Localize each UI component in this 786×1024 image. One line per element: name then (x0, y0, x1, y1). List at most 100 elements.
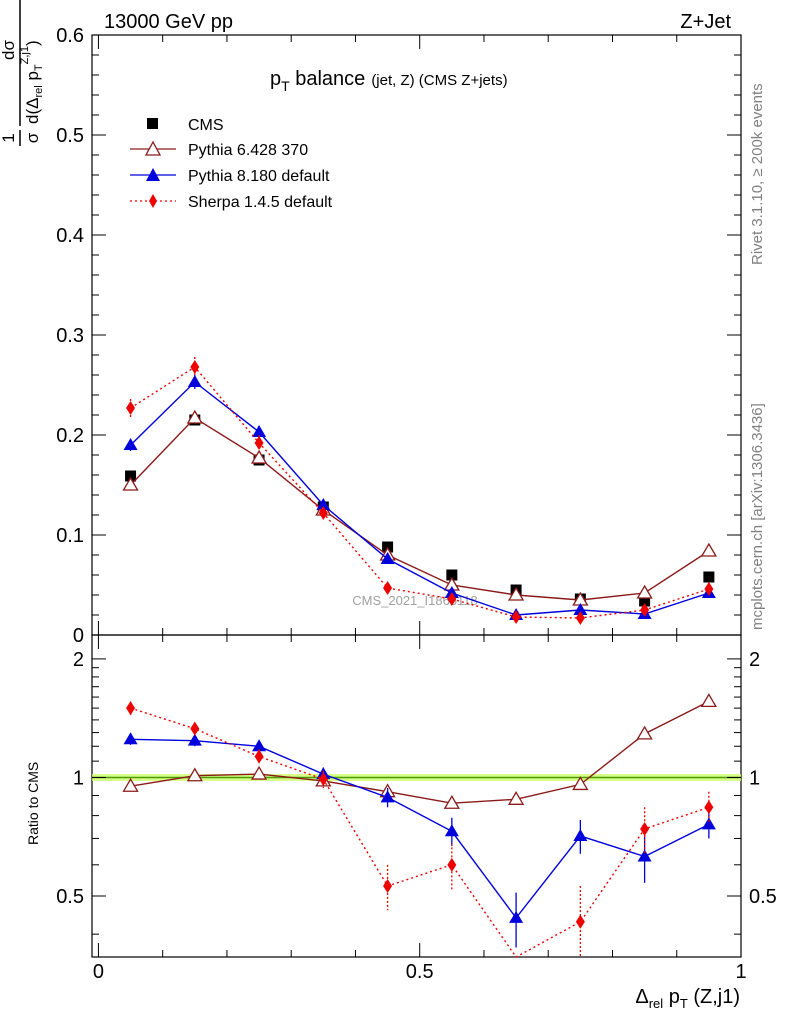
data-point-diamond (383, 581, 393, 595)
series-sherpa-1-4-5-default (126, 357, 714, 625)
chart-title-p: p (270, 68, 281, 90)
legend-entry-pythia6: Pythia 6.428 370 (130, 140, 308, 159)
data-point-triangle (187, 733, 202, 746)
series-pythia-6-428-370 (122, 693, 718, 809)
data-point-diamond (640, 603, 650, 617)
legend-marker-open-triangle (144, 140, 162, 156)
legend: CMS Pythia 6.428 370 Pythia 8.180 defaul… (130, 117, 333, 211)
data-point-diamond (447, 857, 457, 872)
data-point-triangle (380, 552, 395, 564)
data-point-diamond (383, 879, 393, 894)
data-point-open-triangle (250, 449, 268, 464)
data-point-triangle (316, 498, 331, 510)
legend-label-pythia8: Pythia 8.180 default (188, 168, 330, 185)
chart-title-small: (jet, Z) (CMS Z+jets) (371, 72, 507, 89)
y-tick-label: 0.4 (56, 225, 84, 247)
ratio-frame (91, 634, 742, 958)
data-point-diamond (318, 506, 328, 520)
main-series (122, 357, 718, 625)
series-line (130, 381, 710, 616)
data-point-open-triangle (700, 693, 718, 708)
data-point-square (125, 470, 137, 482)
data-point-diamond (704, 800, 714, 815)
data-point-open-triangle (572, 776, 589, 791)
data-point-triangle (252, 425, 267, 437)
data-point-open-triangle (250, 765, 268, 780)
legend-entry-pythia8: Pythia 8.180 default (130, 168, 330, 185)
ratio-y-tick-label-right: 0.5 (749, 886, 777, 908)
data-point-diamond (318, 772, 328, 787)
ratio-y-tick-label: 1 (73, 767, 84, 789)
chart-title: pT balance (jet, Z) (CMS Z+jets) (270, 68, 508, 94)
y-tick-label: 0.5 (56, 125, 84, 147)
series-cms (125, 414, 715, 607)
main-axes: 0 0.1 0.2 0.3 0.4 0.5 0.6 (56, 25, 742, 647)
data-point-diamond (254, 436, 264, 450)
data-point-triangle (123, 438, 138, 450)
x-axis-label: Δrel pT (Z,j1) (635, 986, 740, 1011)
ratio-y-tick-label: 0.5 (56, 886, 84, 908)
data-point-square (639, 595, 651, 607)
series-line (130, 366, 710, 619)
data-point-square (703, 571, 715, 583)
data-point-open-triangle (122, 476, 139, 491)
y-label-dsigma: dσ (0, 40, 18, 60)
data-point-diamond (704, 582, 714, 596)
y-tick-label: 0.3 (56, 325, 84, 347)
data-point-diamond (447, 592, 457, 606)
legend-label-cms: CMS (188, 117, 224, 134)
data-point-diamond (126, 701, 136, 716)
y-tick-label: 0.6 (56, 25, 84, 47)
y-label-one: 1 (0, 133, 18, 142)
data-point-triangle (701, 817, 716, 830)
x-tick-label: 1 (735, 961, 746, 983)
ratio-y-label: Ratio to CMS (25, 762, 41, 845)
legend-entry-sherpa: Sherpa 1.4.5 default (130, 194, 333, 211)
data-point-open-triangle (122, 777, 139, 792)
data-point-open-triangle (186, 767, 203, 782)
data-point-open-triangle (443, 794, 460, 809)
data-point-triangle (573, 603, 588, 615)
ratio-axes: 0.5 0.5 1 1 2 2 0 0.5 1 (56, 635, 777, 983)
data-point-diamond (190, 721, 200, 736)
ratio-y-tick-label: 2 (73, 649, 84, 671)
chart-title-sub: T (281, 78, 290, 94)
chart-title-word: balance (290, 68, 366, 90)
y-label-denominator: d(Δrel pTZ,j1) (19, 40, 45, 124)
legend-marker-diamond (149, 194, 157, 208)
y-label-sigma: σ (23, 132, 42, 143)
x-tick-label: 0.5 (406, 961, 434, 983)
data-point-open-triangle (636, 725, 653, 740)
data-point-triangle (573, 829, 588, 842)
y-axis-label: 1 σ dσ d(Δrel pTZ,j1) (0, 0, 45, 146)
data-point-square (446, 569, 458, 581)
data-point-diamond (190, 360, 200, 374)
data-point-open-triangle (700, 542, 718, 557)
data-point-triangle (637, 849, 652, 862)
series-sherpa-1-4-5-default (126, 701, 714, 958)
legend-entry-cms: CMS (147, 117, 224, 134)
main-panel: 00.10.20.30.40.50.6 CMS_2021_I1866118 pT… (0, 0, 742, 647)
series-pythia-8-180-default (123, 375, 716, 620)
data-point-triangle (509, 910, 524, 923)
data-point-diamond (640, 821, 650, 836)
y-tick-label: 0 (73, 625, 84, 647)
legend-marker-square (147, 118, 158, 129)
y-tick-label: 0.1 (56, 525, 84, 547)
data-point-diamond (254, 749, 264, 764)
ratio-y-tick-label-right: 1 (749, 767, 760, 789)
x-tick-label: 0 (93, 961, 104, 983)
ratio-y-tick-label-right: 2 (749, 649, 760, 671)
mcplots-label: mcplots.cern.ch [arXiv:1306.3436] (749, 403, 766, 630)
data-point-diamond (126, 401, 136, 415)
data-point-open-triangle (636, 584, 653, 599)
data-point-triangle (380, 790, 395, 803)
ratio-series (122, 693, 718, 958)
series-pythia-8-180-default (123, 732, 716, 948)
legend-marker-triangle (146, 168, 160, 181)
y-tick-label: 0.2 (56, 425, 84, 447)
series-line (130, 417, 710, 601)
data-point-diamond (575, 611, 585, 625)
data-point-diamond (511, 610, 521, 624)
